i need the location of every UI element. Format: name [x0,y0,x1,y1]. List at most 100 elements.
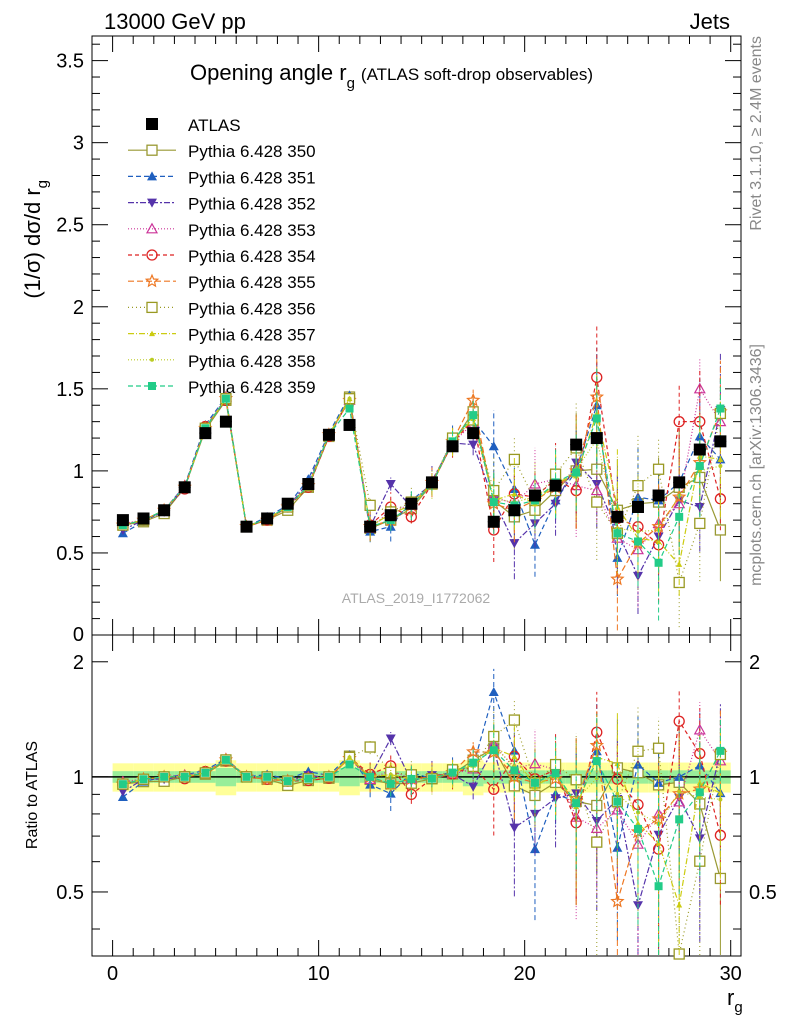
ratio-point [469,758,478,767]
ratio-plot-frame [91,634,742,957]
ratio-point [673,715,685,727]
y-tick-label: 2 [73,297,84,319]
ratio-point [388,772,393,777]
axis-ticks: 0 10 20 30 0.5 1 1.5 2 2.5 3 3.5 0 0.5 0.5 1 1 2 2 [56,36,777,985]
series-line [122,397,721,564]
legend-marker [148,382,156,390]
ratio-point [530,778,539,787]
ratio-point [528,757,541,769]
data-point [635,529,640,534]
ratio-point [529,844,540,854]
data-point [696,453,703,459]
atlas-data-point [219,415,232,428]
ratio-point [717,790,724,796]
data-point [572,468,581,477]
y-tick-label: 2.5 [56,215,84,237]
data-point [695,461,704,470]
ratio-point [654,882,663,891]
atlas-data-point [590,432,603,445]
data-point [652,463,665,475]
atlas-data-point [199,427,212,440]
ratio-point [592,757,601,766]
legend-label: Pythia 6.428 351 [188,168,316,187]
ratio-point [615,791,620,796]
legend-label: Pythia 6.428 350 [188,142,316,161]
series-line [122,396,721,585]
data-point [468,440,479,450]
ratio-point [468,782,479,792]
ratio-point [466,744,481,758]
legend-label: Pythia 6.428 352 [188,195,316,214]
legend-marker [146,144,158,156]
atlas-data-point [322,428,335,441]
ratio-tick-label: 1 [749,767,760,789]
ratio-point [386,779,395,788]
data-point [694,517,706,530]
atlas-data-point [487,515,500,528]
ratio-point [366,772,375,781]
atlas-data-point [631,500,644,513]
data-point [673,416,685,428]
legend-label: Pythia 6.428 353 [188,221,316,240]
ratio-point [304,774,313,783]
x-axis-label: rg [727,985,743,1016]
ratio-point [489,746,498,755]
data-point [718,463,723,468]
series-line [122,396,721,566]
ratio-series-1 [117,668,726,941]
atlas-data-point [528,489,541,502]
legend-label: Pythia 6.428 354 [188,247,316,266]
ratio-point [572,799,581,808]
ratio-point [385,734,396,744]
atlas-data-point [116,514,129,527]
legend-marker [144,273,160,288]
ratio-point [117,787,128,797]
ratio-tick-label: 1 [73,767,84,789]
ratio-point [509,823,520,833]
collision-energy-label: 13000 GeV pp [104,9,246,34]
legend-marker [149,330,155,337]
atlas-data-point [302,478,315,491]
atlas-data-point [425,476,438,489]
legend-label: Pythia 6.428 357 [188,326,316,345]
chart-title-sub: g [347,75,355,92]
ratio-point [590,822,603,833]
ratio-point [364,741,376,753]
data-point [345,404,354,413]
data-point [591,496,603,508]
atlas-data-point [384,509,397,522]
legend-marker [150,357,154,362]
legend-label: Pythia 6.428 359 [188,378,316,397]
x-axis-label-main: r [727,985,734,1010]
rivet-version-label: Rivet 3.1.10, ≥ 2.4M events [748,36,765,231]
y-axis-label-main: (1/σ) dσ/d r [20,188,45,298]
legend-label: Pythia 6.428 355 [188,273,316,292]
atlas-data-point [508,504,521,517]
ratio-tick-label: 2 [73,652,84,674]
chart-title-main: Opening angle r [190,60,347,85]
ratio-series-4 [117,690,727,955]
ratio-point [488,687,499,697]
data-point [610,571,625,586]
atlas-data-point [570,438,583,451]
ratio-point [242,772,251,781]
ratio-point [591,836,603,848]
atlas-data-point [158,504,171,517]
ratio-series-9 [118,714,725,955]
ratio-point [347,755,352,760]
x-tick-label: 0 [107,963,118,985]
data-point [675,512,684,521]
ratio-point [160,772,169,781]
data-point [590,484,603,496]
y-tick-label: 1 [73,461,84,483]
data-point [632,480,644,492]
ratio-point [652,742,665,754]
data-point [488,441,499,451]
data-point [716,404,725,413]
data-point [347,396,352,401]
ratio-point [716,746,725,755]
atlas-data-point [693,443,706,456]
ratio-point [633,824,642,833]
data-point [469,411,478,420]
